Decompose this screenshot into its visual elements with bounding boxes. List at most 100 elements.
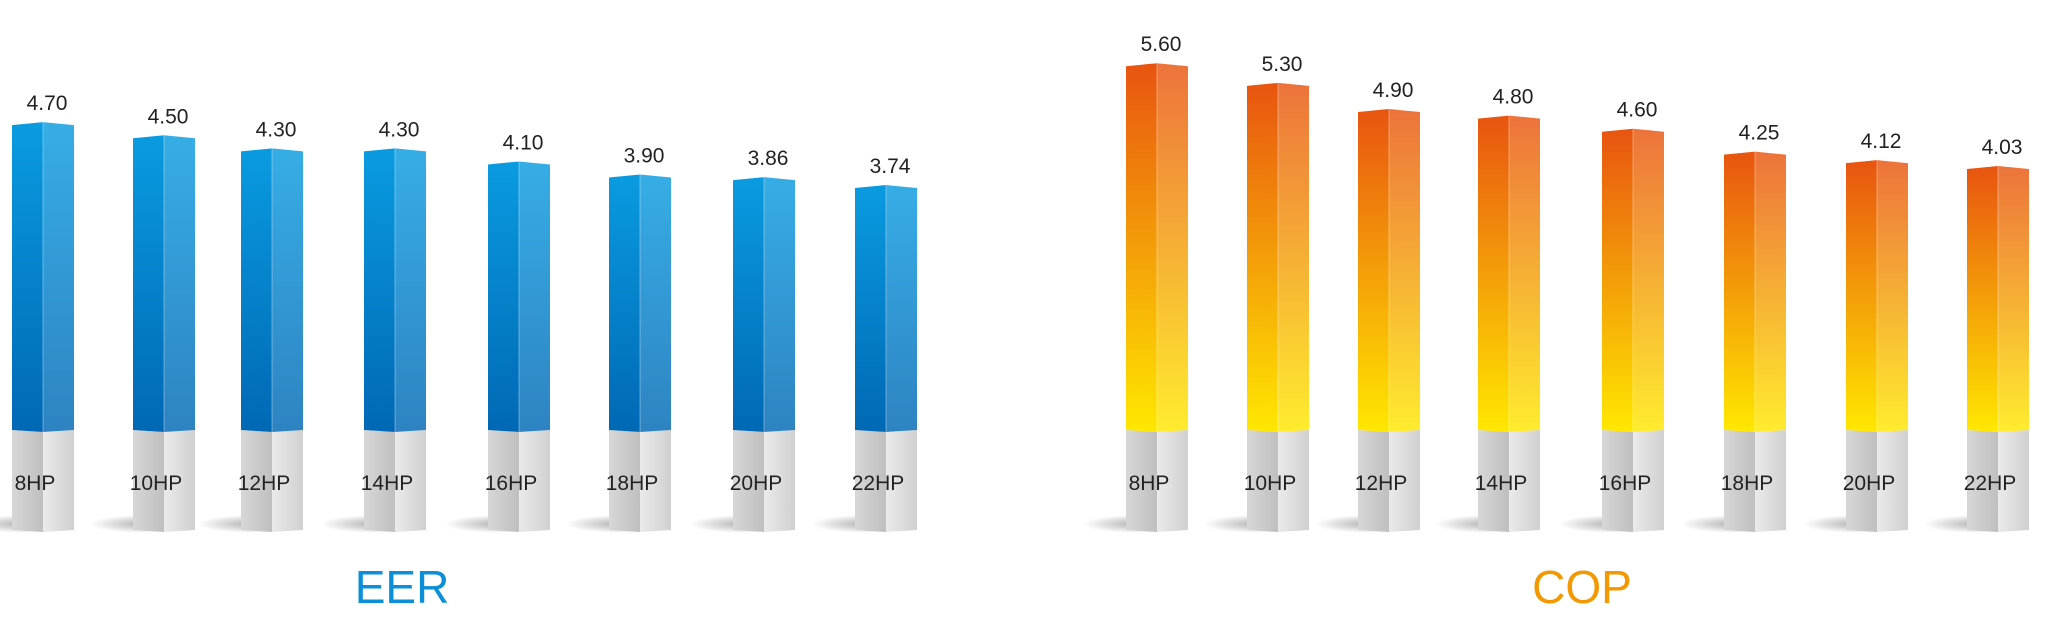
eer-value-label: 4.10	[503, 131, 544, 154]
cop-base-right-face	[1278, 430, 1309, 532]
eer-value-label: 3.90	[624, 145, 665, 168]
eer-base-left-face	[488, 430, 519, 532]
eer-base-right-face	[272, 430, 303, 532]
eer-value-label: 4.30	[379, 118, 420, 141]
eer-base-left-face	[364, 430, 395, 532]
cop-bar-right-face	[1389, 109, 1420, 433]
eer-bar-right-face	[395, 148, 426, 432]
eer-base-right-face	[43, 430, 74, 532]
eer-base-left-face	[133, 430, 164, 532]
cop-base-right-face	[1509, 430, 1540, 532]
eer-category-label: 16HP	[485, 472, 538, 495]
cop-bar	[1478, 115, 1509, 432]
cop-category-label: 14HP	[1475, 472, 1528, 495]
cop-bar-right-face	[1633, 128, 1664, 432]
cop-base-left-face	[1126, 430, 1157, 532]
eer-base-right-face	[886, 430, 917, 532]
eer-category-label: 22HP	[852, 472, 905, 495]
cop-bar-right-face	[1877, 160, 1908, 432]
cop-base-right-face	[1633, 430, 1664, 532]
eer-category-label: 20HP	[730, 472, 783, 495]
eer-chart-title: EER	[355, 561, 450, 613]
eer-base-right-face	[519, 430, 550, 532]
eer-bar-right-face	[272, 148, 303, 432]
cop-chart: 5.60 8HP 5.30 10HP 4.90 12HP 4.80 14HP 4.60 16HP 4…	[1083, 33, 2029, 613]
eer-bar	[364, 148, 395, 432]
eer-bar	[733, 177, 764, 432]
cop-bar-right-face	[1509, 115, 1540, 432]
eer-value-label: 3.86	[748, 147, 789, 170]
eer-value-label: 4.50	[148, 105, 189, 128]
cop-bar	[1126, 63, 1157, 432]
eer-bar-right-face	[764, 177, 795, 432]
eer-base-right-face	[640, 430, 671, 532]
cop-base-left-face	[1358, 430, 1389, 532]
eer-bar	[12, 122, 43, 433]
eer-base-left-face	[12, 430, 43, 532]
cop-value-label: 4.80	[1493, 86, 1534, 109]
cop-bar	[1358, 109, 1389, 433]
cop-category-label: 16HP	[1599, 472, 1652, 495]
cop-category-label: 8HP	[1129, 472, 1170, 495]
eer-bar-right-face	[519, 161, 550, 432]
cop-value-label: 5.30	[1262, 53, 1303, 76]
eer-bar	[488, 161, 519, 432]
eer-base-left-face	[855, 430, 886, 532]
eer-base-left-face	[241, 430, 272, 532]
cop-category-label: 20HP	[1843, 472, 1896, 495]
eer-bar-right-face	[164, 135, 195, 432]
eer-base-left-face	[733, 430, 764, 532]
cop-category-label: 18HP	[1721, 472, 1774, 495]
cop-base-right-face	[1755, 430, 1786, 532]
cop-bar-right-face	[1157, 63, 1188, 432]
cop-value-label: 4.60	[1617, 99, 1658, 122]
eer-bar-right-face	[886, 185, 917, 432]
eer-base-right-face	[164, 430, 195, 532]
eer-category-label: 18HP	[606, 472, 659, 495]
eer-bar-right-face	[640, 174, 671, 433]
eer-base-right-face	[764, 430, 795, 532]
cop-bar	[1967, 166, 1998, 432]
cop-base-left-face	[1846, 430, 1877, 532]
eer-category-label: 12HP	[238, 472, 291, 495]
eer-bar	[609, 174, 640, 433]
cop-bar-right-face	[1278, 82, 1309, 432]
eer-value-label: 4.30	[256, 118, 297, 141]
eer-bar	[241, 148, 272, 432]
cop-base-right-face	[1157, 430, 1188, 532]
eer-bar	[855, 185, 886, 432]
eer-category-label: 8HP	[15, 472, 56, 495]
cop-base-left-face	[1967, 430, 1998, 532]
cop-base-left-face	[1724, 430, 1755, 532]
eer-chart: 4.70 8HP 4.50 10HP 4.30 12HP 4.30 14HP 4.10 16HP 3…	[0, 92, 917, 613]
cop-bar-right-face	[1755, 151, 1786, 432]
cop-value-label: 4.12	[1861, 130, 1902, 153]
eer-category-label: 14HP	[361, 472, 414, 495]
cop-category-label: 10HP	[1244, 472, 1297, 495]
cop-base-left-face	[1247, 430, 1278, 532]
cop-category-label: 12HP	[1355, 472, 1408, 495]
cop-chart-title: COP	[1532, 561, 1632, 613]
eer-value-label: 4.70	[27, 92, 68, 115]
cop-bar-right-face	[1998, 166, 2029, 432]
cop-base-right-face	[1998, 430, 2029, 532]
eer-value-label: 3.74	[870, 155, 911, 178]
eer-bar	[133, 135, 164, 432]
cop-bar	[1247, 82, 1278, 432]
cop-base-left-face	[1602, 430, 1633, 532]
cop-base-left-face	[1478, 430, 1509, 532]
eer-base-left-face	[609, 430, 640, 532]
cop-base-right-face	[1389, 430, 1420, 532]
cop-value-label: 4.25	[1739, 122, 1780, 145]
eer-bar-right-face	[43, 122, 74, 433]
cop-bar	[1846, 160, 1877, 432]
cop-value-label: 4.90	[1373, 79, 1414, 102]
cop-category-label: 22HP	[1964, 472, 2017, 495]
cop-bar	[1724, 151, 1755, 432]
cop-base-right-face	[1877, 430, 1908, 532]
cop-value-label: 4.03	[1982, 136, 2023, 159]
eer-category-label: 10HP	[130, 472, 183, 495]
cop-value-label: 5.60	[1141, 33, 1182, 56]
